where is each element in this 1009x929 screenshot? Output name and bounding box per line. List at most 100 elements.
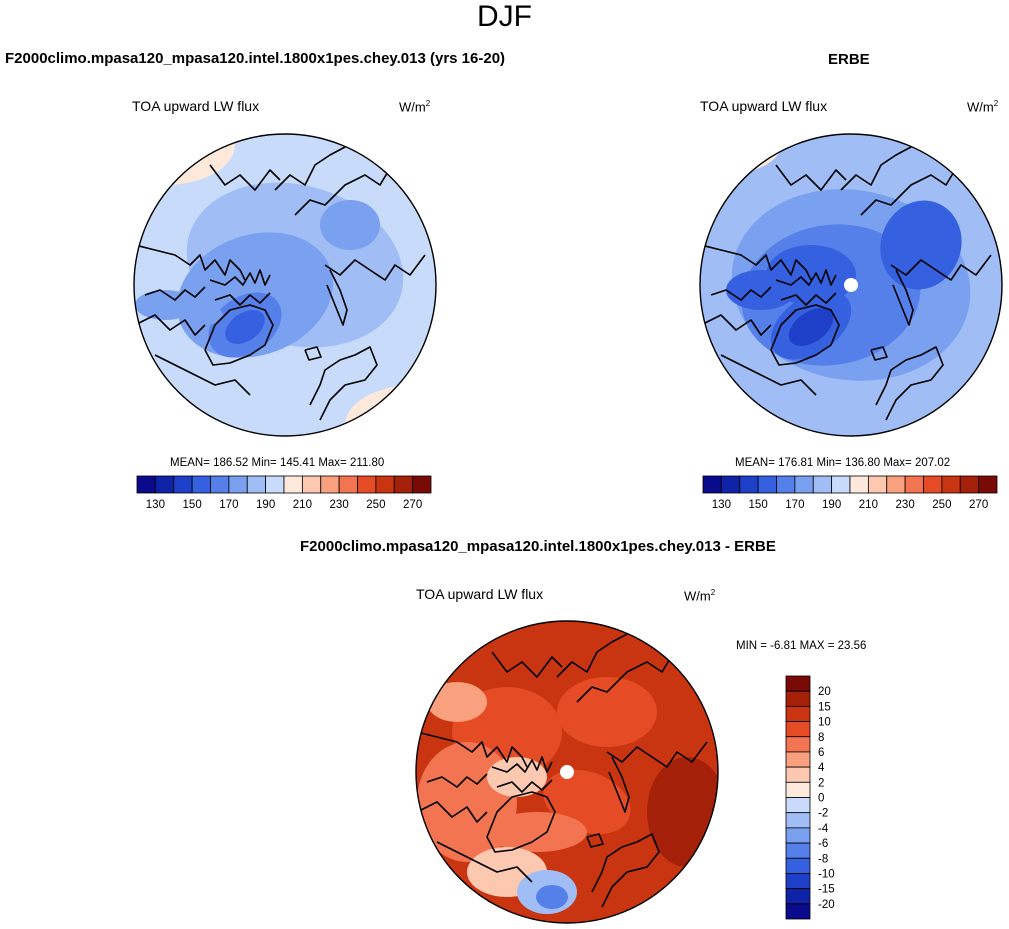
panel-2-units: W/m2 xyxy=(967,99,999,115)
colorbar-2-swatch xyxy=(886,475,906,494)
colorbar-1: 130 150 170 190 210 230 250 270 xyxy=(136,475,432,511)
colorbar-2-tick-label: 170 xyxy=(785,499,804,511)
colorbar-3-label: 6 xyxy=(818,747,824,759)
colorbar-1-swatch xyxy=(393,475,414,494)
colorbar-3-label: 4 xyxy=(818,762,825,774)
panel-1-title: F2000climo.mpasa120_mpasa120.intel.1800x… xyxy=(5,50,506,67)
colorbar-3-label: 10 xyxy=(818,717,831,729)
colorbar-1-swatch xyxy=(375,475,395,494)
colorbar-2-tick-label: 130 xyxy=(712,499,731,511)
colorbar-3-label: -8 xyxy=(818,853,828,865)
map-2 xyxy=(700,134,1002,436)
map-2-coastline xyxy=(700,314,772,336)
colorbar-3-label: -6 xyxy=(818,838,828,850)
map-2-coastline xyxy=(775,164,847,191)
panel-3-title: F2000climo.mpasa120_mpasa120.intel.1800x… xyxy=(300,538,776,555)
colorbar-2-swatch xyxy=(849,475,869,494)
panel-3-stats: MIN = -6.81 MAX = 23.56 xyxy=(736,640,867,652)
colorbar-1-swatch xyxy=(173,475,193,494)
colorbar-1-swatch xyxy=(301,475,322,494)
map-3-coastline xyxy=(491,756,553,773)
colorbar-3-label: 0 xyxy=(818,793,824,805)
panel-2-title: ERBE xyxy=(828,51,870,68)
colorbar-2-swatch xyxy=(757,475,777,494)
colorbar-3-label: -10 xyxy=(818,868,835,880)
map-1-coastline xyxy=(309,346,378,421)
colorbar-3-swatch xyxy=(785,721,811,738)
map-3-coastline xyxy=(416,801,488,823)
colorbar-3-label: -15 xyxy=(818,884,835,896)
colorbar-3-label: 20 xyxy=(818,686,831,698)
colorbar-3-swatch xyxy=(785,797,811,814)
map-2-boundary xyxy=(699,133,1003,437)
colorbar-3-swatch xyxy=(785,812,811,829)
colorbar-2-swatch xyxy=(904,475,924,494)
map-3-region xyxy=(487,812,587,852)
colorbar-1-swatch xyxy=(283,475,303,494)
colorbar-3-swatch xyxy=(785,690,811,707)
map-3-region xyxy=(557,677,657,747)
colorbar-1-swatch xyxy=(412,475,432,494)
colorbar-2-swatch xyxy=(794,475,814,494)
map-1-coastline xyxy=(326,269,348,326)
map-1-coastline xyxy=(134,314,206,336)
colorbar-1-tick-label: 270 xyxy=(403,499,422,511)
colorbar-1-swatch xyxy=(320,475,340,494)
map-1-coastline xyxy=(214,292,271,306)
map-3-coastline xyxy=(556,633,628,678)
map-3 xyxy=(416,621,718,923)
colorbar-2-swatch xyxy=(867,475,888,494)
map-2-coastline xyxy=(770,304,840,366)
map-2-coastline xyxy=(870,346,888,361)
colorbar-2-tick-label: 270 xyxy=(969,499,988,511)
map-1-region xyxy=(345,385,436,436)
colorbar-3-label: -20 xyxy=(818,899,835,911)
colorbar-1-swatch xyxy=(357,475,377,494)
colorbar-3-swatch xyxy=(785,751,811,768)
map-1-coastline xyxy=(204,304,274,366)
map-1-coastline xyxy=(144,286,206,301)
colorbar-2-swatch xyxy=(978,475,998,494)
colorbar-3-swatch xyxy=(785,781,811,798)
panel-1-units: W/m2 xyxy=(399,99,431,115)
colorbar-2-tick-label: 210 xyxy=(859,499,878,511)
figure-title: DJF xyxy=(477,0,532,33)
map-3-boundary xyxy=(415,620,719,924)
map-1-region xyxy=(187,305,223,325)
map-1-coastline xyxy=(134,244,246,281)
colorbar-1-swatch xyxy=(136,475,156,494)
colorbar-3-swatch xyxy=(785,705,811,722)
panel-2-subtitle: TOA upward LW flux xyxy=(700,98,828,114)
colorbar-2-tick-label: 230 xyxy=(896,499,915,511)
map-2-coastline xyxy=(775,269,837,286)
colorbar-3-swatch xyxy=(785,903,811,920)
map-3-coastline xyxy=(426,773,488,788)
map-3-coastline xyxy=(586,833,604,848)
map-2-coastline xyxy=(780,292,837,306)
colorbar-1-swatch xyxy=(246,475,267,494)
map-2-coastline xyxy=(720,354,817,396)
map-2-coastline xyxy=(892,269,914,326)
map-2-coastline xyxy=(860,159,962,216)
map-3-region xyxy=(536,885,568,909)
map-2-coastline xyxy=(710,286,772,301)
colorbar-2-swatch xyxy=(831,475,851,494)
map-1-coastline xyxy=(209,164,281,191)
map-1-coastline xyxy=(209,269,271,286)
colorbar-3-swatch xyxy=(785,857,811,874)
colorbar-2-swatch xyxy=(739,475,759,494)
colorbar-1-swatch xyxy=(191,475,211,494)
map-1-coastline xyxy=(274,146,346,191)
colorbar-3-swatch xyxy=(785,888,811,905)
colorbar-2-swatch xyxy=(720,475,741,494)
map-3-coastline xyxy=(416,731,528,768)
map-2-region xyxy=(700,134,781,175)
colorbar-1-tick-label: 150 xyxy=(183,499,202,511)
colorbar-1-tick-label: 250 xyxy=(366,499,385,511)
colorbar-2-swatch xyxy=(776,475,796,494)
map-3-coastline xyxy=(491,651,563,678)
colorbar-1-tick-label: 190 xyxy=(256,499,275,511)
colorbar-3-label: -4 xyxy=(818,823,829,835)
